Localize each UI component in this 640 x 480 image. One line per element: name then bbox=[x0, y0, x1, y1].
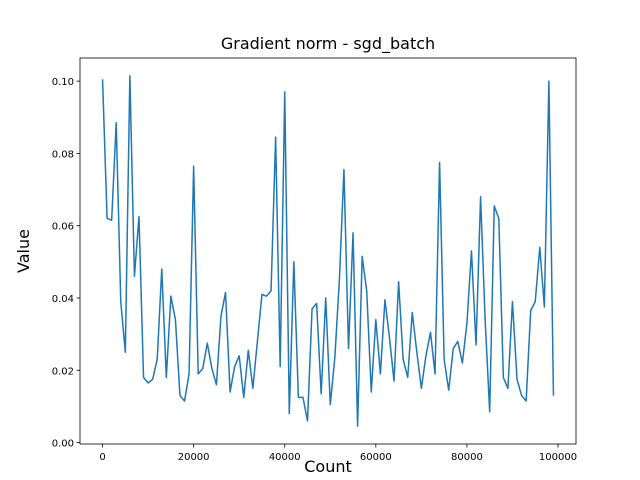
y-axis-label: Value bbox=[14, 229, 33, 273]
plot-frame bbox=[79, 57, 577, 445]
y-tick-label: 0.00 bbox=[52, 439, 74, 450]
y-tick-label: 0.08 bbox=[52, 149, 74, 160]
chart-title: Gradient norm - sgd_batch bbox=[221, 34, 435, 54]
x-tick-label: 0 bbox=[99, 452, 105, 463]
data-line bbox=[101, 74, 555, 428]
x-tick-label: 20000 bbox=[178, 452, 210, 463]
x-tick-label: 100000 bbox=[539, 452, 577, 463]
x-tick-label: 80000 bbox=[451, 452, 483, 463]
x-tick-label: 40000 bbox=[269, 452, 301, 463]
y-tick-label: 0.04 bbox=[52, 294, 74, 305]
y-tick-label: 0.02 bbox=[52, 366, 74, 377]
y-tick-label: 0.10 bbox=[52, 77, 74, 88]
x-axis-label: Count bbox=[304, 457, 352, 476]
x-tick-label: 60000 bbox=[360, 452, 392, 463]
y-tick-label: 0.06 bbox=[52, 222, 74, 233]
